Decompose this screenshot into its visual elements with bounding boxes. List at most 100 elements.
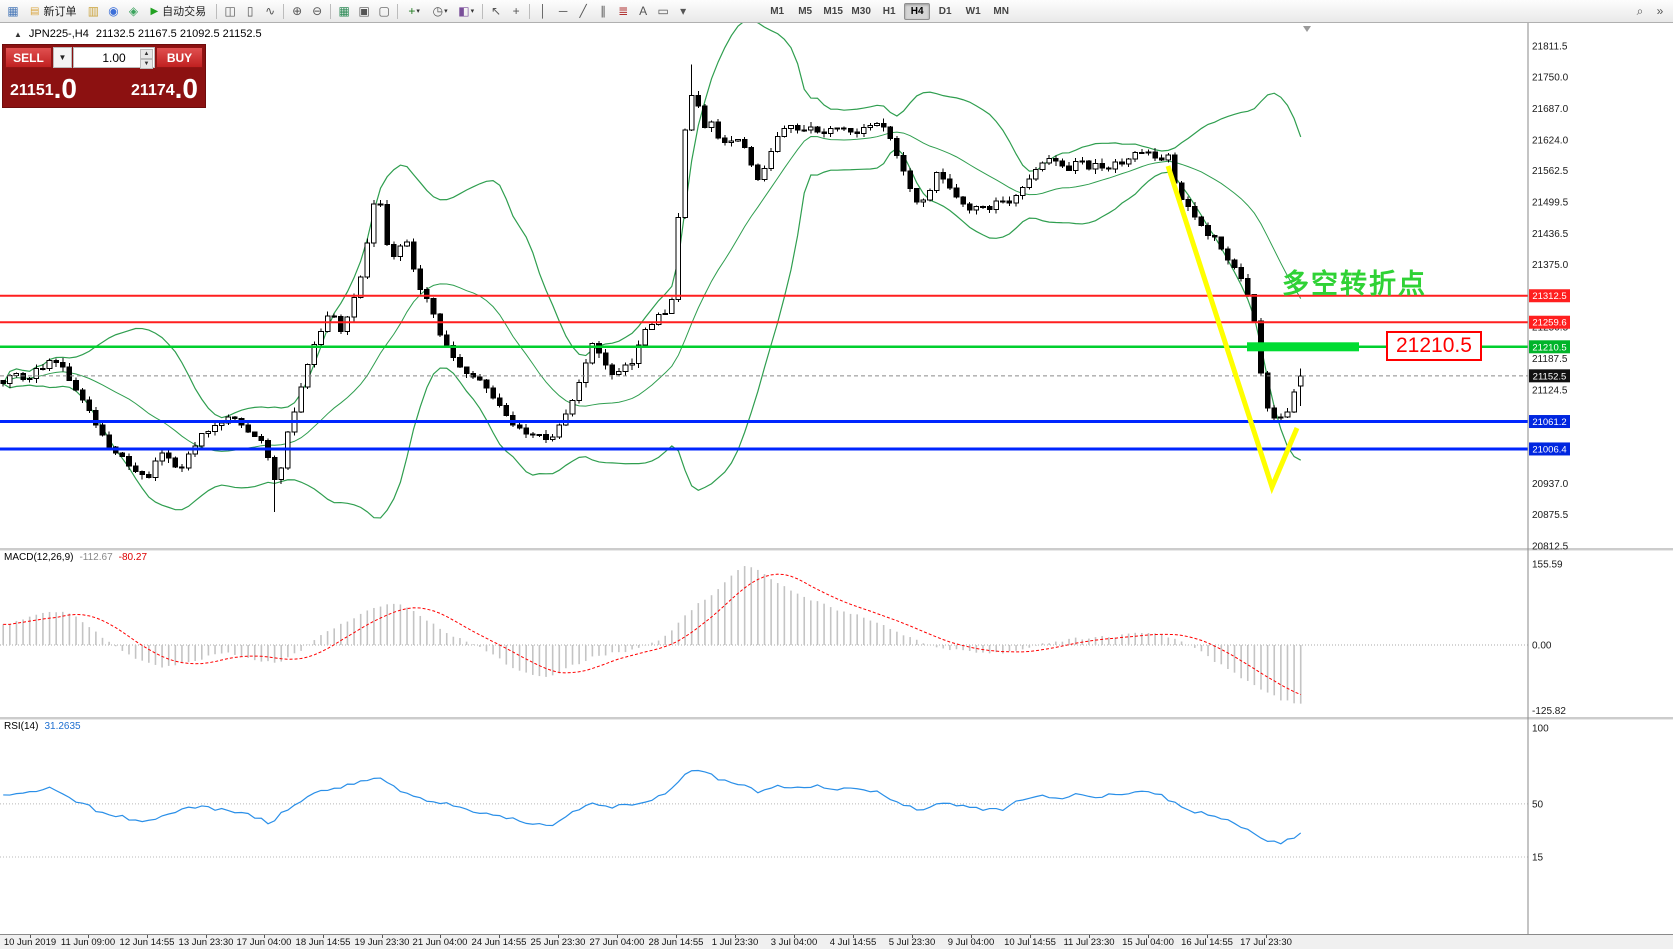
candle-body — [1026, 178, 1033, 188]
candle-body — [1013, 195, 1019, 204]
candle-body — [470, 372, 477, 378]
new-chart-icon[interactable]: ▦ — [7, 4, 19, 18]
timeframe-m15-button[interactable]: M15 — [823, 5, 843, 17]
rsi-panel — [0, 769, 1528, 858]
volume-down-button[interactable]: ▼ — [140, 59, 153, 69]
candle-body — [424, 289, 430, 300]
time-axis-tick — [147, 935, 148, 938]
toolbar-separator — [397, 3, 399, 19]
timeframe-h4-button[interactable]: H4 — [904, 2, 931, 20]
cursor-icon[interactable]: ↖ — [491, 4, 502, 18]
candle-body — [1225, 248, 1231, 261]
time-axis-tick — [558, 935, 559, 938]
text-icon[interactable]: A — [639, 4, 648, 18]
candlestick-chart-icon[interactable]: ▯ — [246, 4, 254, 18]
new-order-icon: ▤ — [30, 5, 40, 17]
trade-panel-prices: 21151 .0 21174 .0 — [5, 68, 203, 105]
timeframe-m5-button[interactable]: M5 — [798, 5, 813, 17]
new-order-button[interactable]: ▤ 新订单 — [23, 2, 83, 21]
candle-body — [582, 362, 589, 383]
tile-windows-icon[interactable]: ▦ — [338, 4, 350, 18]
profiles-icon[interactable]: ▥ — [87, 4, 100, 18]
candle-body — [629, 362, 635, 366]
price-tag-label: 21259.6 — [1532, 318, 1566, 329]
volume-input[interactable]: 1.00 ▲ ▼ — [73, 47, 155, 69]
candle-body — [106, 434, 112, 448]
candle-body — [126, 456, 132, 467]
vertical-line-icon[interactable]: │ — [539, 4, 547, 18]
price-axis-label: 21750.0 — [1532, 72, 1569, 83]
candle-body — [1218, 236, 1225, 250]
candle-body — [543, 434, 549, 440]
time-axis-label: 4 Jul 14:55 — [829, 937, 877, 948]
timeframe-d1-button[interactable]: D1 — [938, 5, 952, 17]
indicators-icon-dropdown[interactable]: ▾ — [416, 8, 420, 15]
buy-button[interactable]: BUY — [156, 47, 203, 68]
market-watch-icon[interactable]: ◉ — [108, 4, 119, 18]
channel-icon[interactable]: ∥ — [600, 4, 607, 18]
timeframe-w1-button[interactable]: W1 — [965, 5, 981, 17]
time-axis-label: 5 Jul 23:30 — [888, 937, 936, 948]
label-icon[interactable]: ▭ — [657, 4, 669, 18]
shapes-icon[interactable]: ▾ — [680, 4, 687, 18]
candle-body — [172, 457, 179, 468]
cascade-windows-icon[interactable]: ▣ — [358, 4, 370, 18]
price-axis-label: 20812.5 — [1532, 542, 1569, 553]
timeframe-h1-button[interactable]: H1 — [882, 5, 896, 17]
more-toolbars-icon[interactable]: » — [1656, 4, 1664, 18]
crosshair-icon[interactable]: + — [512, 4, 520, 18]
periods-icon-dropdown[interactable]: ▾ — [444, 8, 448, 15]
price-tag-label: 21210.5 — [1532, 342, 1566, 353]
trendline-icon[interactable]: ╱ — [579, 4, 587, 18]
candle-body — [1033, 168, 1039, 180]
candle-body — [953, 187, 960, 198]
zoom-out-icon[interactable]: ⊖ — [312, 4, 323, 18]
candle-body — [874, 122, 880, 126]
timeframe-m30-button[interactable]: M30 — [851, 5, 871, 17]
line-chart-icon[interactable]: ∿ — [265, 4, 276, 18]
candle-body — [483, 379, 490, 389]
arrange-windows-icon[interactable]: ▢ — [378, 4, 390, 18]
periods-icon[interactable]: ◷ ▾ — [432, 4, 448, 18]
candle-body — [721, 137, 728, 143]
scripts-icon[interactable]: ◈ — [128, 4, 139, 18]
timeframe-m1-button[interactable]: M1 — [770, 5, 785, 17]
candle-body — [390, 244, 397, 257]
zoom-in-icon[interactable]: ⊕ — [292, 4, 303, 18]
candle-body — [0, 380, 6, 385]
chart-shift-marker[interactable] — [1303, 26, 1311, 32]
price-axis-label: 21499.5 — [1532, 198, 1569, 209]
candle-body — [589, 343, 596, 364]
candle-body — [616, 371, 622, 375]
fibonacci-icon[interactable]: ≣ — [618, 4, 629, 18]
templates-icon-dropdown[interactable]: ▾ — [470, 8, 475, 15]
candle-body — [1086, 160, 1092, 170]
timeframe-mn-button[interactable]: MN — [993, 5, 1009, 17]
zigzag-drawing[interactable] — [1165, 165, 1300, 495]
bar-chart-icon[interactable]: ◫ — [224, 4, 236, 18]
time-axis[interactable]: 10 Jun 2019 11 Jun 09:00 12 Jun 14:55 13 Ju… — [0, 934, 1673, 949]
candle-body — [728, 140, 735, 143]
candle-body — [212, 425, 218, 433]
candle-body — [7, 375, 13, 385]
rsi-name: RSI(14) — [4, 721, 39, 732]
candle-body — [86, 399, 93, 412]
chart-title: ▲ JPN225-,H4 21132.5 21167.5 21092.5 211… — [14, 28, 262, 40]
candle-body — [1072, 160, 1079, 172]
order-type-dropdown[interactable]: ▼ — [53, 47, 72, 68]
candle-body — [40, 367, 46, 370]
templates-icon[interactable]: ◧ ▾ — [458, 4, 475, 18]
time-axis-tick — [440, 935, 441, 938]
autotrading-button[interactable]: ▶ 自动交易 — [143, 2, 213, 21]
candle-body — [1211, 235, 1218, 238]
volume-up-button[interactable]: ▲ — [140, 49, 153, 59]
indicators-icon[interactable]: + ▾ — [408, 4, 420, 18]
candle-body — [682, 129, 688, 219]
candle-body — [708, 121, 715, 128]
sell-button[interactable]: SELL — [5, 47, 52, 68]
toolbar-separator — [216, 3, 218, 19]
horizontal-line-icon[interactable]: ─ — [558, 4, 568, 18]
support-highlight-bar[interactable] — [1247, 342, 1359, 352]
search-icon[interactable]: ⌕ — [1636, 3, 1644, 18]
